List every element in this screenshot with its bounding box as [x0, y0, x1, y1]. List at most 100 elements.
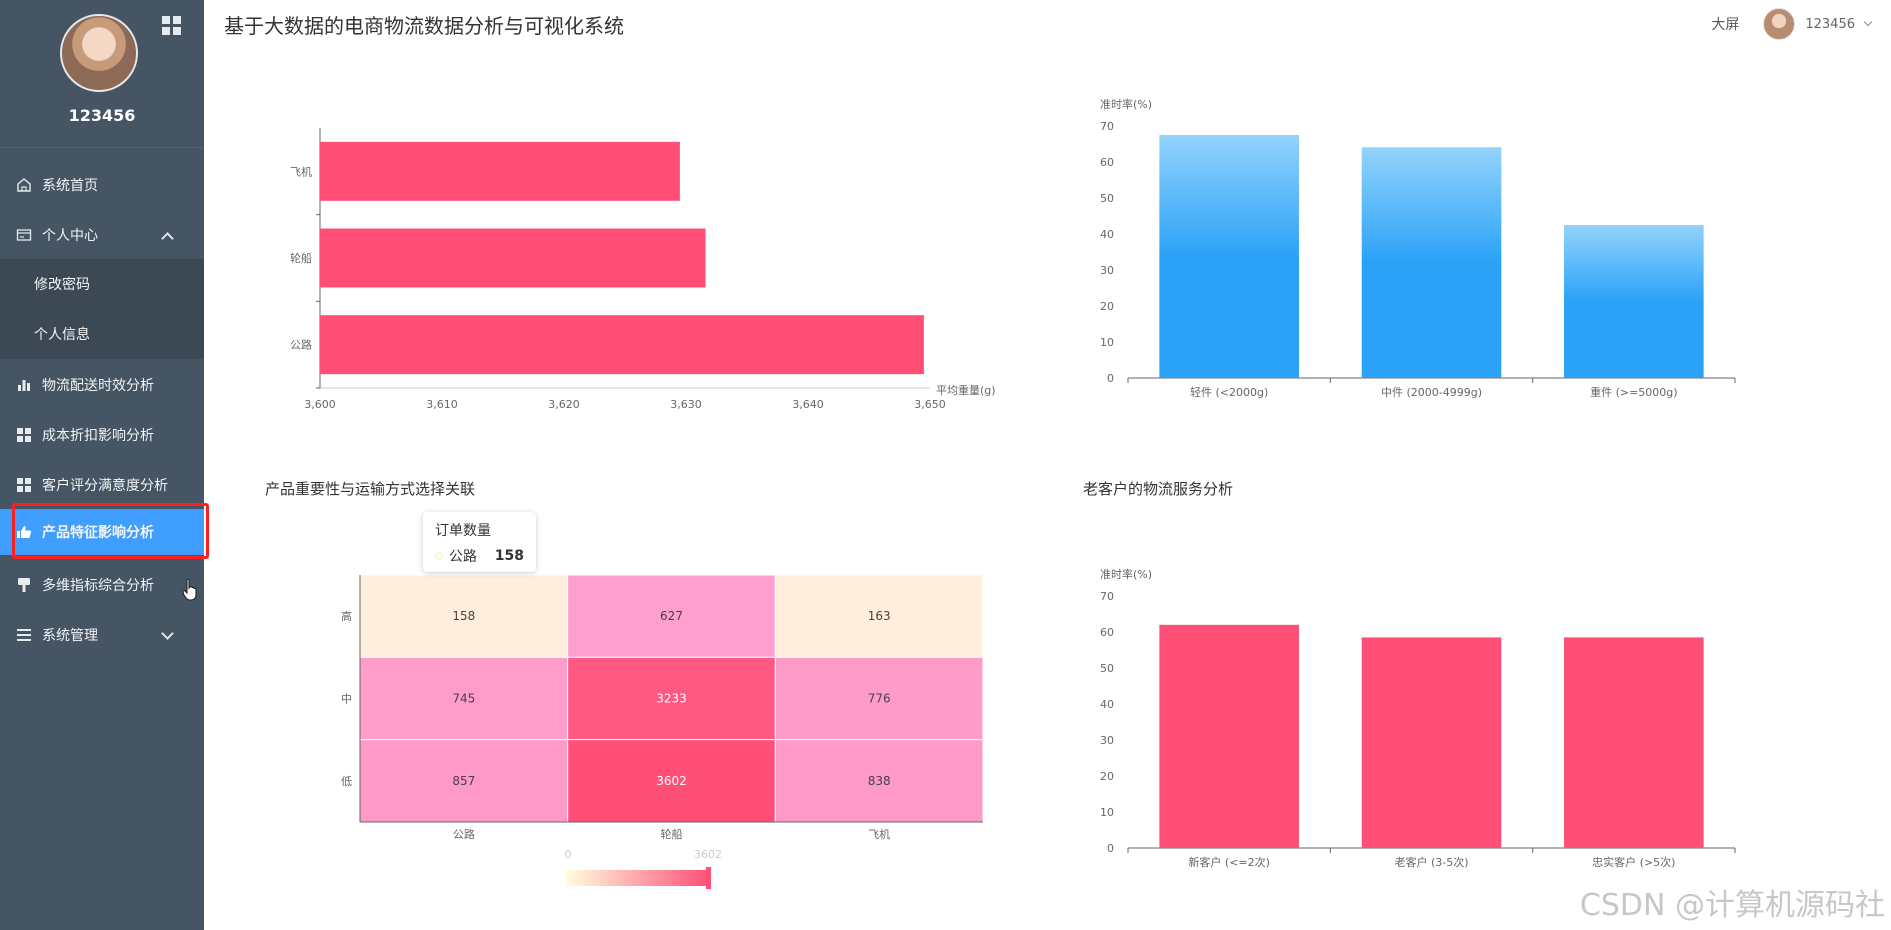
heatmap-cell — [567, 656, 776, 741]
sidebar-item-product-features[interactable]: 产品特征影响分析 — [0, 509, 204, 555]
id-card-icon — [16, 227, 32, 243]
header-right: 大屏 123456 — [1711, 8, 1873, 40]
sidebar-item-personal-info[interactable]: 个人信息 — [0, 309, 204, 359]
heatmap-cell-label: 745 — [452, 692, 475, 706]
bar-chart-icon — [16, 377, 32, 393]
x-tick-label: 3,630 — [670, 398, 702, 410]
y-tick-label: 60 — [1100, 626, 1114, 639]
y-axis-label: 准时率(%) — [1100, 567, 1152, 581]
tooltip-label: 公路 — [449, 549, 477, 565]
x-tick-label: 3,610 — [426, 398, 458, 410]
tooltip-title: 订单数量 — [435, 523, 491, 539]
page-title: 基于大数据的电商物流数据分析与可视化系统 — [224, 14, 624, 38]
heatmap-cell-label: 627 — [660, 609, 683, 623]
y-tick-label: 高 — [341, 609, 352, 623]
x-axis-label: 平均重量(g) — [936, 383, 996, 397]
sidebar-item-delivery-timeliness[interactable]: 物流配送时效分析 — [0, 362, 204, 408]
list-icon — [16, 627, 32, 643]
heatmap-cell-label: 163 — [868, 609, 891, 623]
heatmap-tooltip: 订单数量 公路 158 — [423, 512, 536, 572]
sidebar: 123456 系统首页 个人中心 修改密码 个人信息 物流配送时效分析 成本折扣… — [0, 0, 209, 930]
header-username[interactable]: 123456 — [1805, 16, 1855, 32]
customer-chart-title: 老客户的物流服务分析 — [1083, 480, 1234, 498]
sidebar-item-label: 产品特征影响分析 — [42, 525, 154, 541]
y-tick-label: 0 — [1107, 372, 1114, 385]
y-tick-label: 70 — [1100, 120, 1114, 133]
bar-2 — [320, 141, 680, 201]
sidebar-username: 123456 — [68, 106, 136, 125]
y-axis-label: 准时率(%) — [1100, 97, 1152, 111]
grid-icon — [16, 427, 32, 443]
heatmap-cell — [774, 656, 984, 741]
sidebar-item-home[interactable]: 系统首页 — [0, 162, 204, 208]
bar-0 — [1159, 624, 1299, 848]
y-tick-label: 20 — [1100, 300, 1114, 313]
hand-cursor-icon — [182, 578, 197, 601]
highlight-annotation-box — [12, 503, 209, 559]
brush-icon — [16, 577, 32, 593]
x-tick-label: 新客户 (<=2次) — [1188, 855, 1270, 869]
sidebar-item-label: 物流配送时效分析 — [42, 378, 154, 394]
sidebar-item-label: 系统首页 — [42, 178, 98, 194]
y-tick-label: 30 — [1100, 264, 1114, 277]
bar-1 — [1361, 147, 1502, 378]
avatar[interactable] — [60, 14, 138, 92]
y-tick-label: 40 — [1100, 228, 1114, 241]
bar-0 — [320, 315, 924, 375]
visualmap-bar — [565, 870, 710, 886]
heatmap-cell-label: 158 — [452, 609, 475, 623]
sidebar-item-label: 修改密码 — [34, 277, 90, 293]
bar-1 — [320, 228, 706, 288]
chevron-up-icon — [161, 232, 174, 245]
sidebar-item-label: 客户评分满意度分析 — [42, 478, 168, 494]
y-tick-label: 10 — [1100, 806, 1114, 819]
heatmap-cell — [774, 574, 984, 658]
avg-weight-bar-chart: 公路 轮船 飞机 3,600 3,610 3,620 3,630 3,640 3,650平均重量… — [290, 128, 996, 410]
tooltip-dot — [435, 552, 443, 560]
y-tick-label: 飞机 — [290, 164, 312, 178]
heatmap-cell-label: 857 — [452, 774, 475, 788]
x-tick-label: 3,650 — [914, 398, 946, 410]
visualmap-max-label: 3602 — [694, 848, 722, 861]
heatmap-cell-label: 776 — [868, 692, 891, 706]
sidebar-item-label: 多维指标综合分析 — [42, 578, 154, 594]
sidebar-item-label: 成本折扣影响分析 — [42, 428, 154, 444]
y-tick-label: 60 — [1100, 156, 1114, 169]
header-avatar[interactable] — [1763, 8, 1796, 40]
sidebar-item-personal-center[interactable]: 个人中心 — [0, 212, 204, 258]
sidebar-item-system-management[interactable]: 系统管理 — [0, 612, 204, 658]
x-tick-label: 3,620 — [548, 398, 580, 410]
y-tick-label: 轮船 — [290, 251, 312, 265]
x-tick-label: 中件 (2000-4999g) — [1381, 386, 1482, 399]
y-tick-label: 40 — [1100, 698, 1114, 711]
sidebar-item-customer-rating[interactable]: 客户评分满意度分析 — [0, 462, 204, 508]
grid-icon — [16, 477, 32, 493]
sidebar-item-change-password[interactable]: 修改密码 — [0, 259, 204, 309]
weight-class-ontime-chart: 准时率(%) 0 10 20 30 40 50 60 70 轻件 (<2000g) 中件 (2000… — [1100, 97, 1736, 399]
sidebar-item-label: 系统管理 — [42, 628, 98, 644]
y-tick-label: 0 — [1107, 842, 1114, 855]
y-tick-label: 中 — [341, 693, 352, 706]
big-screen-link[interactable]: 大屏 — [1711, 17, 1740, 33]
y-tick-label: 50 — [1100, 662, 1114, 675]
bar-0 — [1159, 135, 1299, 378]
sidebar-item-multi-dimension[interactable]: 多维指标综合分析 — [0, 562, 204, 608]
y-tick-label: 20 — [1100, 770, 1114, 783]
sidebar-item-cost-discount[interactable]: 成本折扣影响分析 — [0, 412, 204, 458]
tooltip-value: 158 — [494, 548, 524, 564]
visualmap-handle — [706, 867, 711, 889]
sidebar-item-label: 个人中心 — [42, 228, 98, 244]
grid-icon[interactable] — [162, 16, 182, 36]
bar-2 — [1564, 637, 1704, 848]
y-tick-label: 10 — [1100, 336, 1114, 349]
heatmap-title: 产品重要性与运输方式选择关联 — [265, 480, 476, 498]
chevron-down-icon[interactable] — [1863, 17, 1873, 27]
x-tick-label: 忠实客户 (>5次) — [1592, 855, 1675, 869]
heatmap-cell — [359, 739, 569, 823]
y-tick-label: 70 — [1100, 590, 1114, 603]
visualmap-min-label: 0 — [565, 848, 572, 861]
home-icon — [16, 177, 32, 193]
heatmap-cell-label: 838 — [868, 774, 891, 788]
heatmap-cell-label: 3602 — [656, 774, 687, 788]
